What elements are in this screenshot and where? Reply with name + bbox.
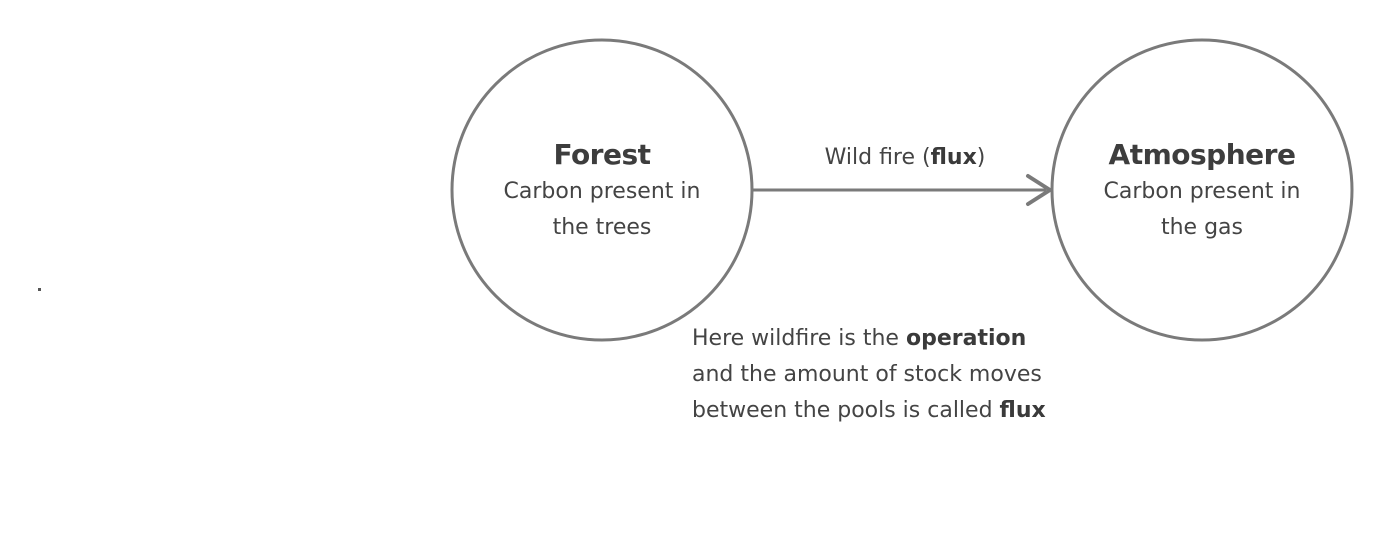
atmosphere-node[interactable]: Atmosphere Carbon present in the gas <box>1052 136 1352 246</box>
atmosphere-desc-line1: Carbon present in <box>1103 179 1301 204</box>
note-line1: Here wildfire is the operation <box>692 321 1112 357</box>
forest-description: Carbon present in the trees <box>482 174 722 246</box>
forest-desc-line1: Carbon present in <box>503 179 701 204</box>
note-line1-bold: operation <box>905 326 1027 351</box>
forest-node[interactable]: Forest Carbon present in the trees <box>452 136 752 246</box>
forest-title: Forest <box>553 138 651 171</box>
note-line3-prefix: between the pools is called <box>692 398 1000 423</box>
flux-label-suffix: ) <box>976 145 986 170</box>
flux-label-bold: flux <box>930 145 977 170</box>
flux-edge-label: Wild fire (flux) <box>760 142 1050 174</box>
atmosphere-desc-line2: the gas <box>1160 215 1243 240</box>
atmosphere-title: Atmosphere <box>1108 138 1296 171</box>
forest-desc-line2: the trees <box>552 215 652 240</box>
flux-arrow-head <box>1026 174 1052 206</box>
note-line3: between the pools is called flux <box>692 393 1112 429</box>
note-line2: and the amount of stock moves <box>692 362 1042 387</box>
note-line3-bold: flux <box>999 398 1046 423</box>
flux-label-prefix: Wild fire ( <box>824 145 931 170</box>
explanation-note: Here wildfire is the operation and the a… <box>692 321 1112 429</box>
stray-dot <box>38 288 41 291</box>
atmosphere-description: Carbon present in the gas <box>1082 174 1322 246</box>
note-line1-prefix: Here wildfire is the <box>692 326 906 351</box>
